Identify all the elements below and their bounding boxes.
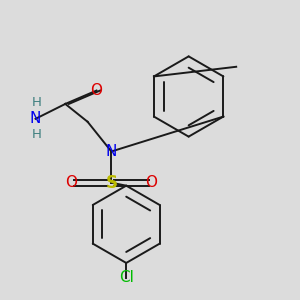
Text: H: H — [32, 128, 42, 141]
Text: H: H — [32, 96, 42, 109]
Text: O: O — [146, 175, 158, 190]
Text: Cl: Cl — [119, 270, 134, 285]
Text: N: N — [30, 111, 41, 126]
Text: S: S — [105, 174, 117, 192]
Text: N: N — [106, 144, 117, 159]
Text: O: O — [91, 83, 103, 98]
Text: O: O — [65, 175, 77, 190]
